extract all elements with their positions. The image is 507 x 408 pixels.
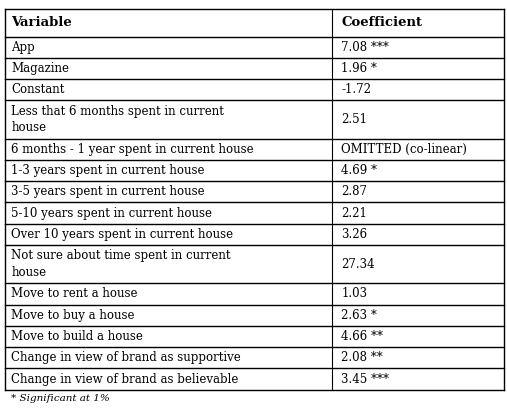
Text: 4.66 **: 4.66 ** xyxy=(341,330,383,343)
Text: 1-3 years spent in current house: 1-3 years spent in current house xyxy=(11,164,205,177)
Text: Move to build a house: Move to build a house xyxy=(11,330,143,343)
Text: 2.21: 2.21 xyxy=(341,206,367,220)
Text: 1.03: 1.03 xyxy=(341,288,368,300)
Text: 27.34: 27.34 xyxy=(341,258,375,271)
Text: Over 10 years spent in current house: Over 10 years spent in current house xyxy=(11,228,233,241)
Text: Change in view of brand as believable: Change in view of brand as believable xyxy=(11,373,238,386)
Text: 2.87: 2.87 xyxy=(341,185,367,198)
Text: Variable: Variable xyxy=(11,16,72,29)
Text: * Significant at 1%: * Significant at 1% xyxy=(11,394,110,403)
Text: -1.72: -1.72 xyxy=(341,83,371,96)
Text: 2.51: 2.51 xyxy=(341,113,367,126)
Text: 1.96 *: 1.96 * xyxy=(341,62,377,75)
Text: 3-5 years spent in current house: 3-5 years spent in current house xyxy=(11,185,205,198)
Text: Move to rent a house: Move to rent a house xyxy=(11,288,138,300)
Text: Coefficient: Coefficient xyxy=(341,16,422,29)
Text: 6 months - 1 year spent in current house: 6 months - 1 year spent in current house xyxy=(11,143,254,156)
Text: Not sure about time spent in current: Not sure about time spent in current xyxy=(11,249,231,262)
Text: 2.63 *: 2.63 * xyxy=(341,309,377,322)
Text: 2.08 **: 2.08 ** xyxy=(341,351,383,364)
Text: house: house xyxy=(11,266,46,279)
Text: 3.45 ***: 3.45 *** xyxy=(341,373,389,386)
Text: Magazine: Magazine xyxy=(11,62,69,75)
Text: App: App xyxy=(11,41,35,54)
Text: OMITTED (co-linear): OMITTED (co-linear) xyxy=(341,143,467,156)
Text: house: house xyxy=(11,122,46,135)
Text: Constant: Constant xyxy=(11,83,64,96)
Text: Move to buy a house: Move to buy a house xyxy=(11,309,135,322)
Text: Change in view of brand as supportive: Change in view of brand as supportive xyxy=(11,351,241,364)
Text: Less that 6 months spent in current: Less that 6 months spent in current xyxy=(11,104,224,118)
Text: 5-10 years spent in current house: 5-10 years spent in current house xyxy=(11,206,212,220)
Text: 7.08 ***: 7.08 *** xyxy=(341,41,389,54)
Text: 3.26: 3.26 xyxy=(341,228,368,241)
Text: 4.69 *: 4.69 * xyxy=(341,164,377,177)
